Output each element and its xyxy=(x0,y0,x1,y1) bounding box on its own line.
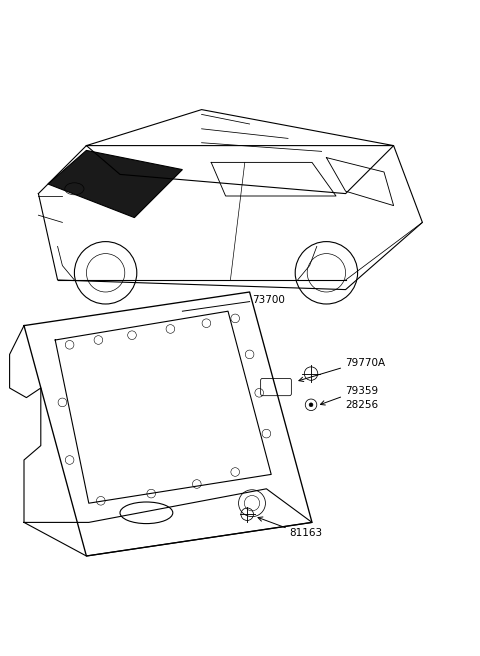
Text: 73700: 73700 xyxy=(252,295,285,305)
Text: 81163: 81163 xyxy=(289,529,323,539)
Circle shape xyxy=(309,403,313,407)
Polygon shape xyxy=(48,150,182,218)
Text: 79770A: 79770A xyxy=(346,358,386,367)
Text: 28256: 28256 xyxy=(346,400,379,410)
Text: 79359: 79359 xyxy=(346,386,379,396)
